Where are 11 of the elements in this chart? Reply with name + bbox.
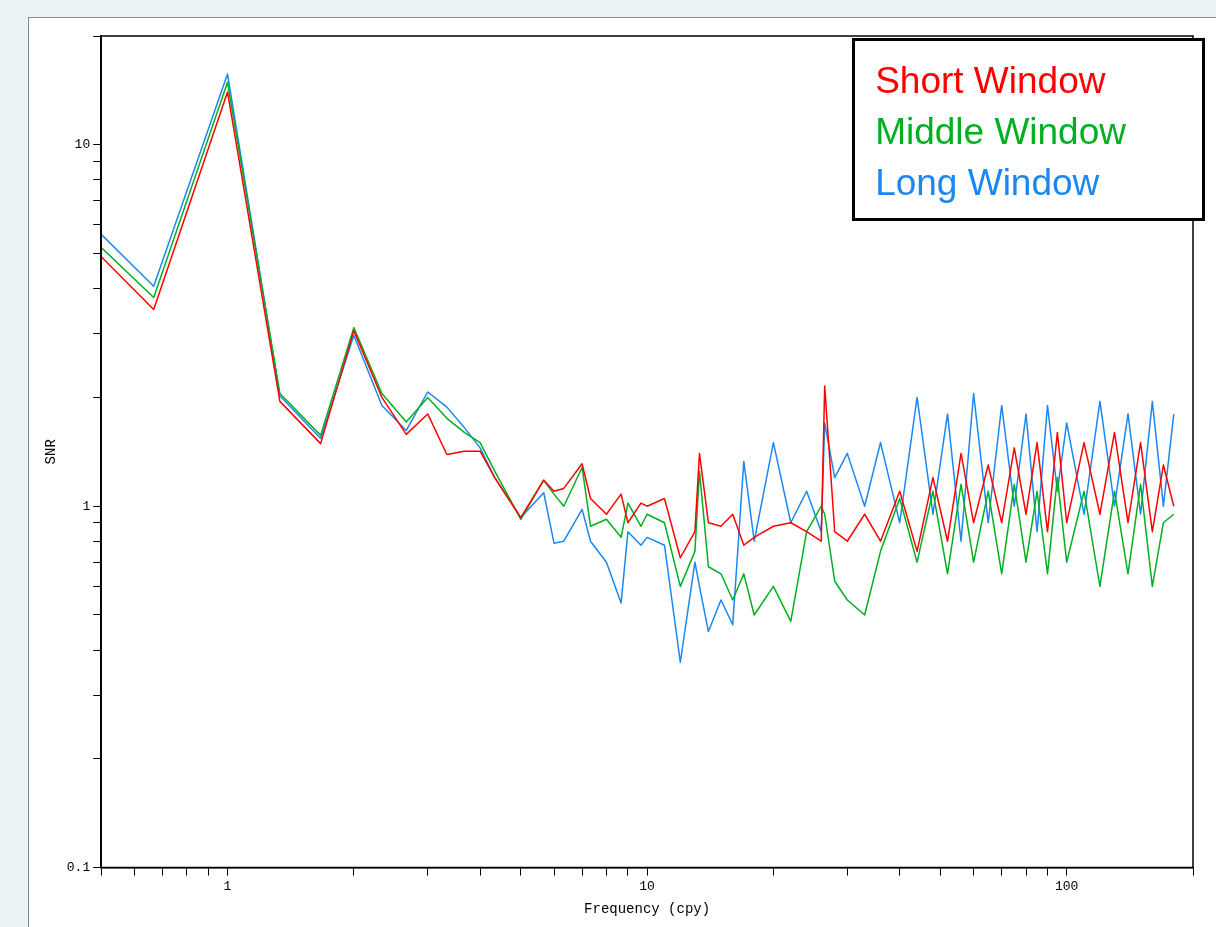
text: Short Window [875, 59, 1107, 103]
y-axis-title: SNR [43, 438, 60, 465]
x-tick-label: 100 [1054, 878, 1079, 894]
y-tick-label: 1 [82, 498, 91, 514]
text: Long Window [875, 161, 1101, 205]
y-tick-label: 10 [74, 137, 91, 153]
x-tick-label: 10 [639, 878, 655, 894]
x-axis-title: Frequency (cpy) [584, 901, 711, 918]
y-tick-label: 0.1 [66, 860, 91, 876]
text: Middle Window [875, 110, 1126, 154]
x-tick-label: 1 [223, 878, 232, 894]
